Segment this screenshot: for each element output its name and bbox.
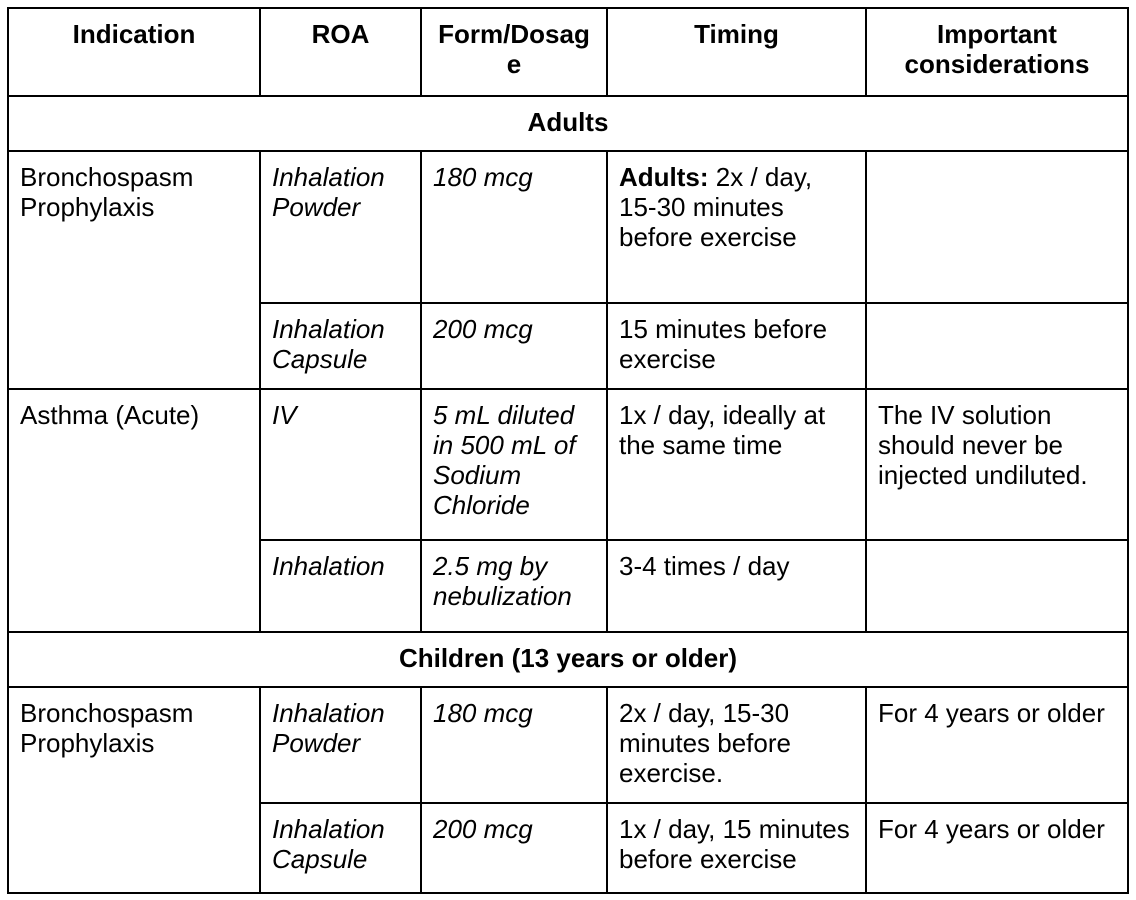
cell-form-dosage: 200 mcg bbox=[420, 302, 608, 390]
header-roa: ROA bbox=[259, 7, 422, 97]
cell-roa: Inhalation Capsule bbox=[259, 302, 422, 390]
header-form-dosage: Form/Dosag e bbox=[420, 7, 608, 97]
dosage-table: Indication ROA Form/Dosag e Timing Impor… bbox=[7, 7, 1129, 894]
header-row: Indication ROA Form/Dosag e Timing Impor… bbox=[7, 7, 1129, 97]
cell-timing: 15 minutes before exercise bbox=[606, 302, 867, 390]
cell-timing: Adults: 2x / day, 15-30 minutes before e… bbox=[606, 150, 867, 304]
cell-considerations: For 4 years or older bbox=[865, 802, 1129, 894]
section-title-adults: Adults bbox=[7, 95, 1129, 152]
cell-considerations bbox=[865, 302, 1129, 390]
cell-considerations bbox=[865, 150, 1129, 304]
cell-timing: 1x / day, 15 minutes before exercise bbox=[606, 802, 867, 894]
cell-indication: Asthma (Acute) bbox=[7, 388, 261, 633]
cell-roa: Inhalation Powder bbox=[259, 686, 422, 804]
cell-roa: IV bbox=[259, 388, 422, 541]
header-indication: Indication bbox=[7, 7, 261, 97]
table-row: Inhalation 2.5 mg by nebulization 3-4 ti… bbox=[8, 539, 1129, 633]
cell-roa: Inhalation Capsule bbox=[259, 802, 422, 894]
cell-timing: 3-4 times / day bbox=[606, 539, 867, 633]
cell-indication: Bronchospasm Prophylaxis bbox=[7, 150, 261, 390]
cell-form-dosage: 200 mcg bbox=[420, 802, 608, 894]
table-row: Asthma (Acute) IV 5 mL diluted in 500 mL… bbox=[7, 388, 1129, 633]
cell-indication: Bronchospasm Prophylaxis bbox=[7, 686, 261, 894]
cell-form-dosage: 2.5 mg by nebulization bbox=[420, 539, 608, 633]
cell-considerations: The IV solution should never be injected… bbox=[865, 388, 1129, 541]
cell-roa: Inhalation bbox=[259, 539, 422, 633]
section-row-children: Children (13 years or older) bbox=[7, 631, 1129, 688]
timing-text: 2x / day, 15-30 minutes before exercise bbox=[619, 162, 813, 252]
cell-considerations: For 4 years or older bbox=[865, 686, 1129, 804]
cell-form-dosage: 5 mL diluted in 500 mL of Sodium Chlorid… bbox=[420, 388, 608, 541]
cell-timing: 1x / day, ideally at the same time bbox=[606, 388, 867, 541]
table-row: Bronchospasm Prophylaxis Inhalation Powd… bbox=[7, 150, 1129, 390]
table-row: Inhalation Capsule 200 mcg 15 minutes be… bbox=[8, 302, 1129, 390]
header-timing: Timing bbox=[606, 7, 867, 97]
cell-timing: 2x / day, 15-30 minutes before exercise. bbox=[606, 686, 867, 804]
table-row: Inhalation Capsule 200 mcg 1x / day, 15 … bbox=[8, 802, 1129, 894]
cell-considerations bbox=[865, 539, 1129, 633]
cell-form-dosage: 180 mcg bbox=[420, 150, 608, 304]
timing-bold-prefix: Adults: bbox=[619, 162, 709, 192]
section-row-adults: Adults bbox=[7, 95, 1129, 152]
table-row: Bronchospasm Prophylaxis Inhalation Powd… bbox=[7, 686, 1129, 894]
cell-roa: Inhalation Powder bbox=[259, 150, 422, 304]
cell-form-dosage: 180 mcg bbox=[420, 686, 608, 804]
header-important-considerations: Important considerations bbox=[865, 7, 1129, 97]
section-title-children: Children (13 years or older) bbox=[7, 631, 1129, 688]
